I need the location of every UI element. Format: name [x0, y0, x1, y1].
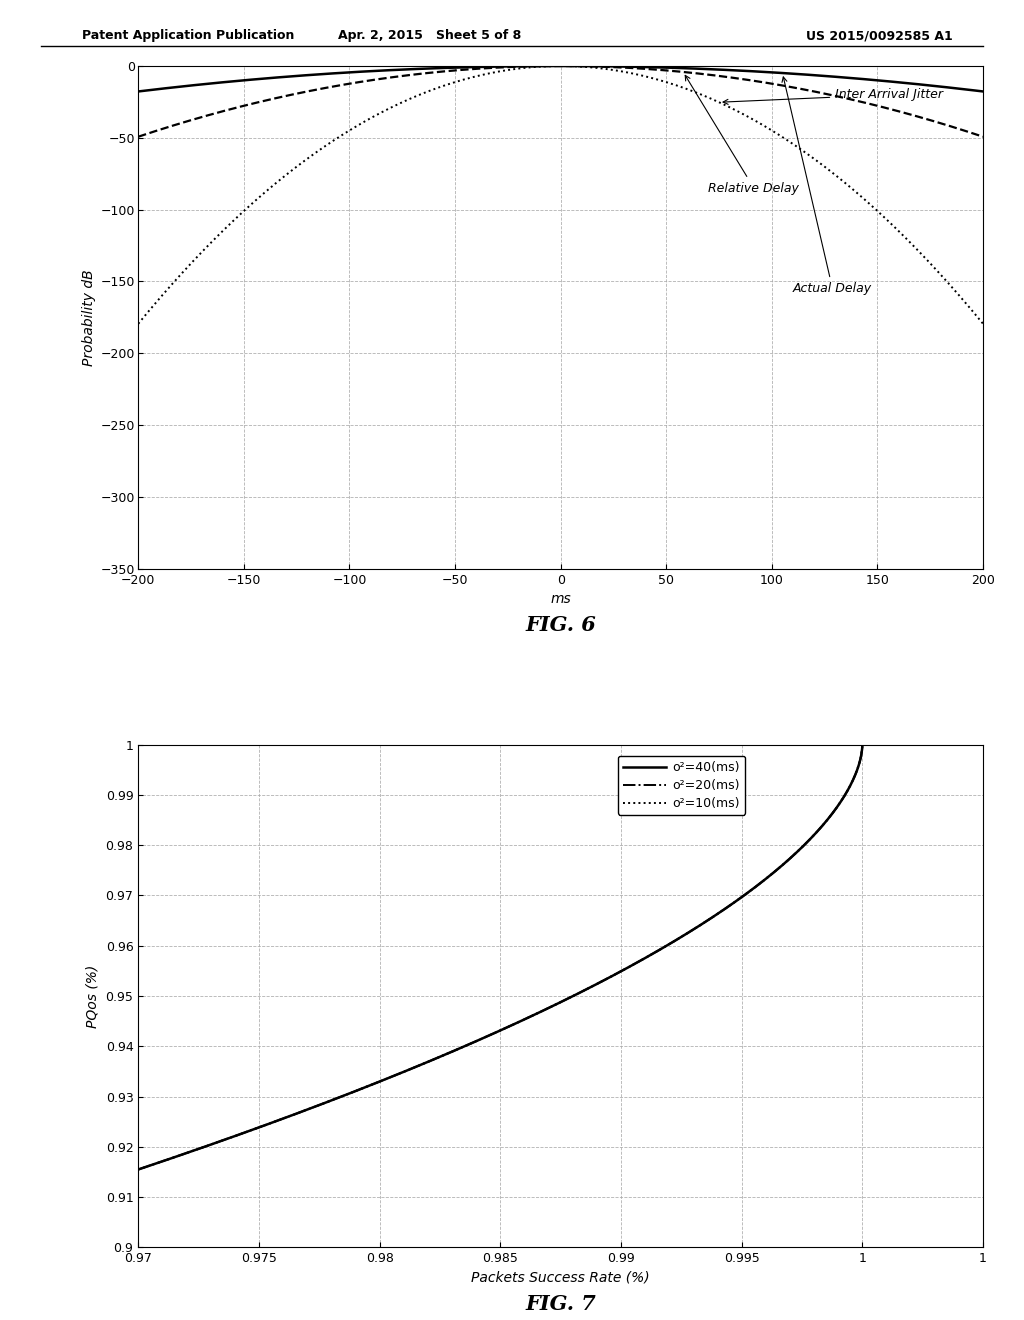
- X-axis label: ms: ms: [550, 593, 571, 606]
- Text: Actual Delay: Actual Delay: [782, 77, 872, 296]
- Text: US 2015/0092585 A1: US 2015/0092585 A1: [806, 29, 952, 42]
- X-axis label: Packets Success Rate (%): Packets Success Rate (%): [471, 1271, 650, 1284]
- Text: FIG. 7: FIG. 7: [525, 1294, 596, 1313]
- Text: Inter Arrival Jitter: Inter Arrival Jitter: [723, 88, 943, 104]
- Legend: o²=40(ms), o²=20(ms), o²=10(ms): o²=40(ms), o²=20(ms), o²=10(ms): [617, 756, 745, 814]
- Text: Relative Delay: Relative Delay: [685, 75, 800, 194]
- Text: Patent Application Publication: Patent Application Publication: [82, 29, 294, 42]
- Text: Apr. 2, 2015   Sheet 5 of 8: Apr. 2, 2015 Sheet 5 of 8: [339, 29, 521, 42]
- Text: FIG. 6: FIG. 6: [525, 615, 596, 635]
- Y-axis label: Probability dB: Probability dB: [82, 269, 95, 366]
- Y-axis label: PQos (%): PQos (%): [86, 965, 100, 1028]
